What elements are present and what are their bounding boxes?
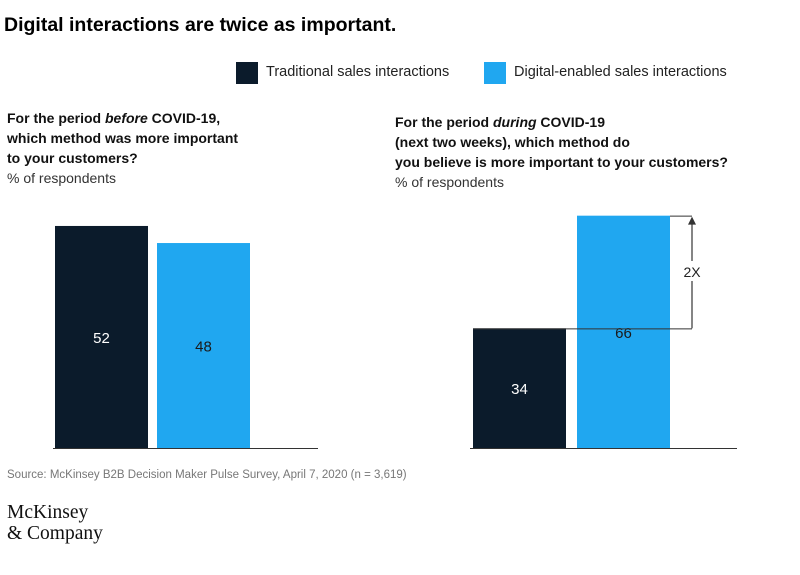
bar-label-left-traditional: 52 xyxy=(93,330,110,347)
bar-left-digital xyxy=(157,243,250,448)
panel-left-unit: % of respondents xyxy=(7,170,116,186)
bar-left-traditional xyxy=(55,225,148,448)
annotation-label-bg xyxy=(678,261,706,281)
panel-left-q-line1: For the period before COVID-19, xyxy=(7,110,221,126)
bar-label-left-digital: 48 xyxy=(195,339,212,356)
mckinsey-logo: McKinsey & Company xyxy=(7,502,103,544)
bar-right-digital xyxy=(577,215,670,448)
legend-label-traditional: Traditional sales interactions xyxy=(266,64,450,80)
source-note: Source: McKinsey B2B Decision Maker Puls… xyxy=(7,469,407,481)
panel-right-q-line1: For the period during COVID-19 xyxy=(395,114,606,130)
panel-right-q-line2: (next two weeks), which method do xyxy=(395,134,630,150)
legend-swatch-traditional xyxy=(236,62,258,84)
panel-left-q-line3: to your customers? xyxy=(7,150,138,166)
annotation-label: 2X xyxy=(683,264,701,280)
bar-right-traditional xyxy=(473,328,566,448)
panel-right-question: For the period during COVID-19 (next two… xyxy=(395,112,728,192)
chart-title: Digital interactions are twice as import… xyxy=(4,14,397,36)
panel-right-q-line3: you believe is more important to your cu… xyxy=(395,154,728,170)
annotation-arrow-head xyxy=(688,216,696,225)
legend-swatch-digital xyxy=(484,62,506,84)
legend-label-digital: Digital-enabled sales interactions xyxy=(514,64,727,80)
bar-label-right-traditional: 34 xyxy=(511,381,528,398)
logo-line2: & Company xyxy=(7,523,103,544)
bar-label-right-digital: 66 xyxy=(615,325,632,342)
logo-line1: McKinsey xyxy=(7,502,89,523)
panel-left-q-line2: which method was more important xyxy=(7,130,239,146)
panel-right-unit: % of respondents xyxy=(395,174,504,190)
panel-left-question: For the period before COVID-19, which me… xyxy=(7,108,238,188)
